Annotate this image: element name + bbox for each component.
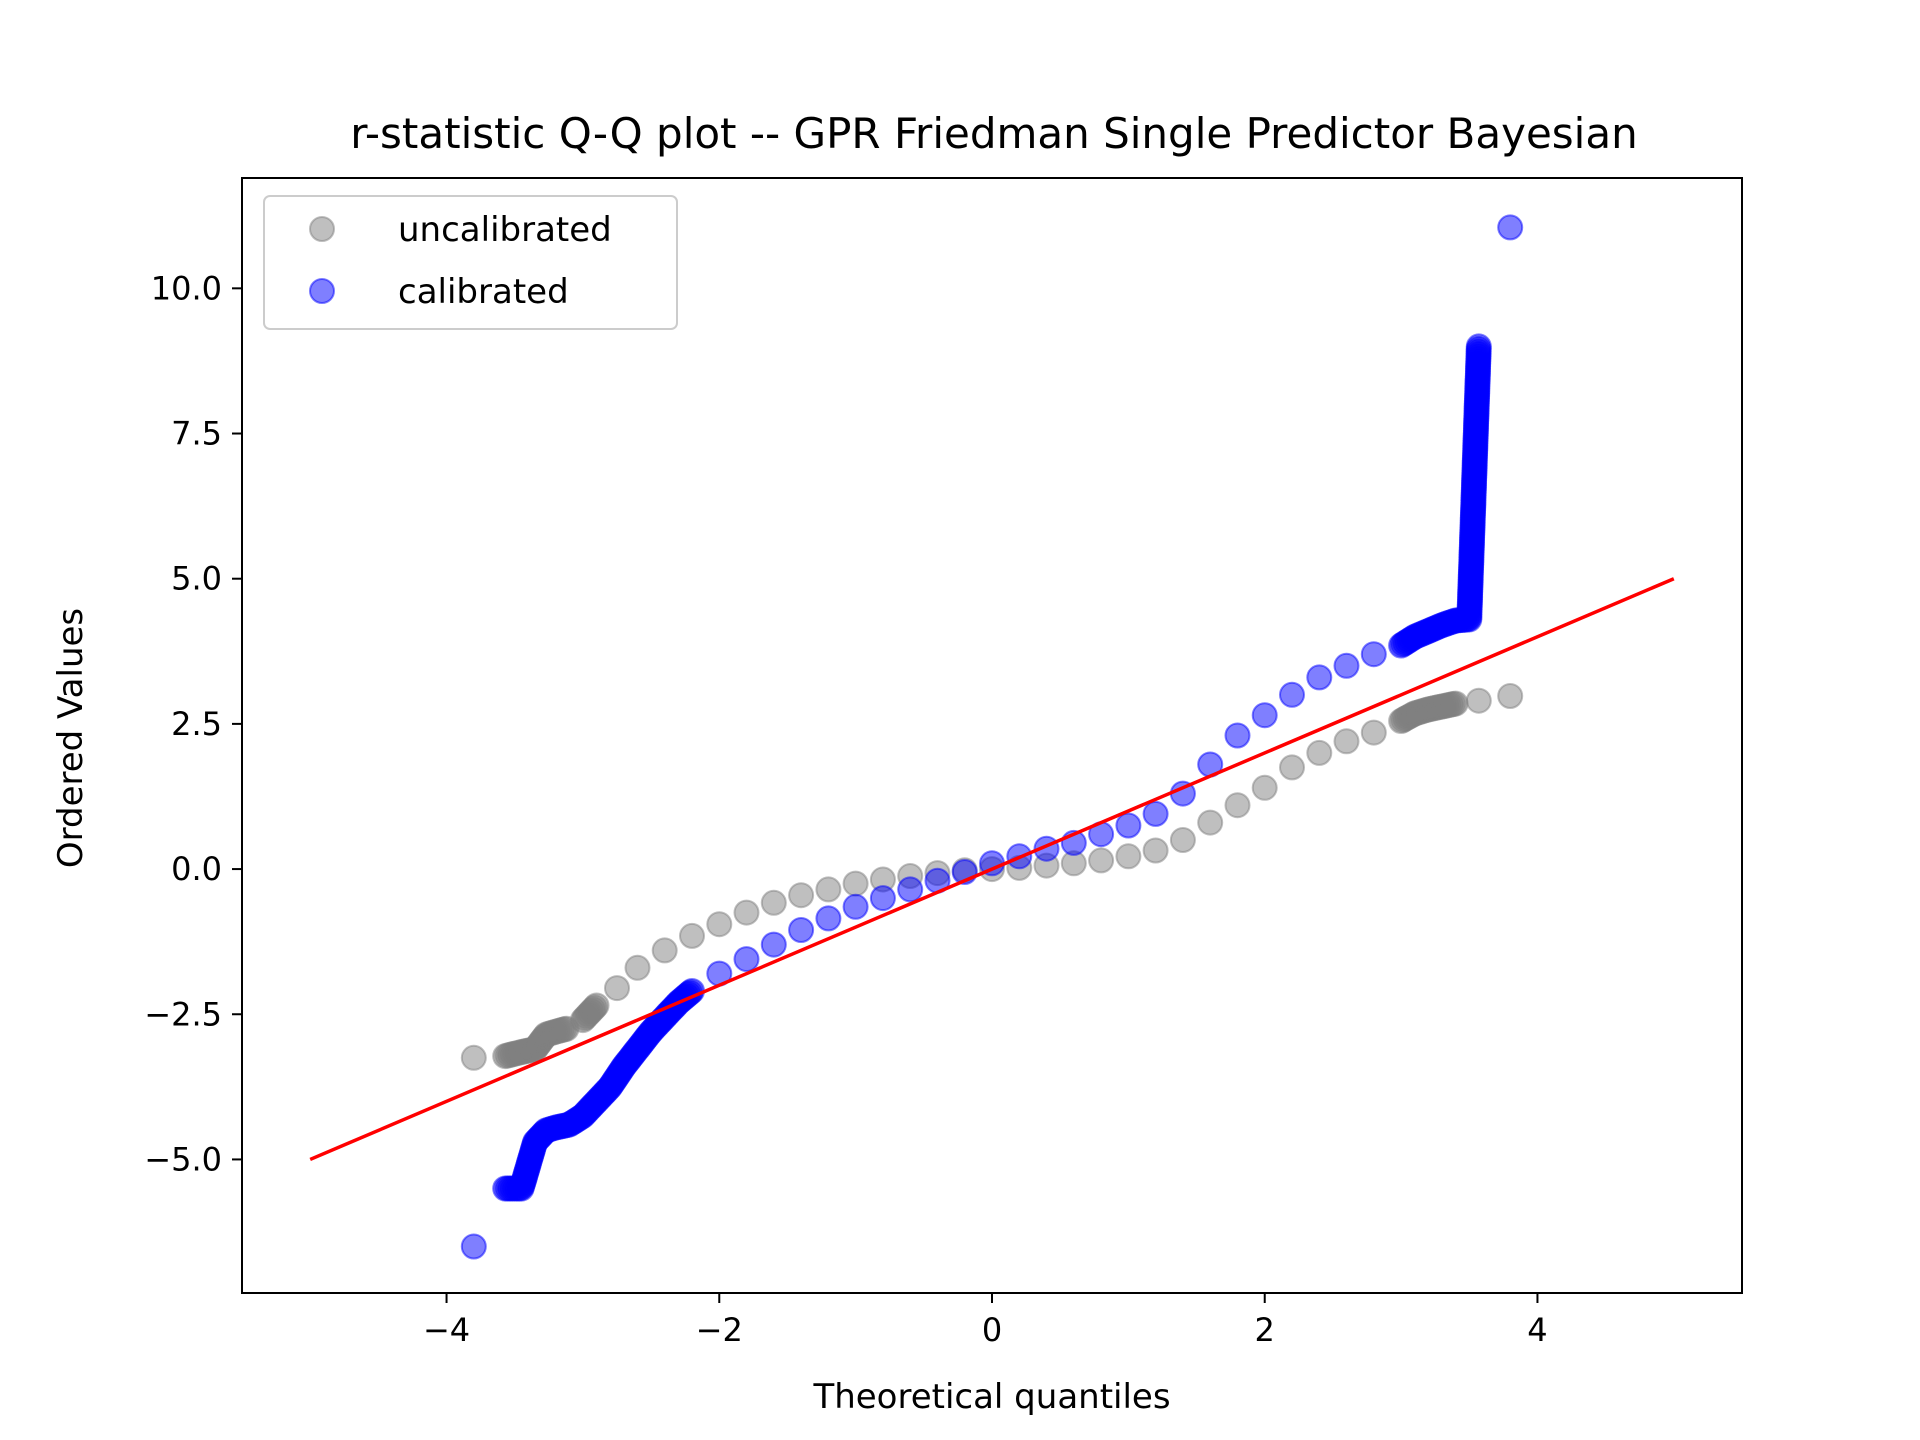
data-point	[1333, 728, 1360, 755]
x-tick-label: −4	[423, 1311, 470, 1349]
y-tick-label: 0.0	[171, 850, 222, 888]
y-tick-label: 2.5	[171, 705, 222, 743]
data-point	[1088, 847, 1115, 874]
data-point	[1465, 333, 1492, 360]
data-point	[815, 876, 842, 903]
legend-label-calibrated: calibrated	[398, 272, 569, 312]
y-tick-label: 7.5	[171, 415, 222, 453]
data-point	[1115, 843, 1142, 870]
data-point	[1360, 719, 1387, 746]
legend-label-uncalibrated: uncalibrated	[398, 210, 612, 250]
plot-area	[309, 214, 1675, 1260]
series-calibrated	[460, 214, 1524, 1260]
plot-frame	[241, 177, 1743, 1294]
data-point	[1465, 687, 1492, 714]
data-point	[624, 954, 651, 981]
data-point	[1142, 800, 1169, 827]
y-tick-label: 5.0	[171, 560, 222, 598]
data-point	[1197, 809, 1224, 836]
data-point	[1442, 690, 1469, 717]
x-axis-label: Theoretical quantiles	[812, 1377, 1170, 1417]
data-point	[1224, 792, 1251, 819]
data-point	[1115, 812, 1142, 839]
data-point	[815, 905, 842, 932]
data-point	[460, 1044, 487, 1071]
data-point	[651, 937, 678, 964]
data-point	[760, 889, 787, 916]
data-point	[733, 946, 760, 973]
data-point	[1306, 664, 1333, 691]
data-point	[1279, 681, 1305, 708]
data-point	[1279, 754, 1305, 781]
data-point	[460, 1233, 487, 1260]
data-point	[788, 917, 815, 943]
data-point	[1360, 641, 1387, 668]
data-point	[583, 992, 610, 1019]
legend-marker-uncalibrated	[309, 216, 335, 242]
data-point	[869, 885, 896, 912]
y-tick-label: −2.5	[144, 995, 222, 1033]
data-point	[842, 870, 869, 897]
data-point	[1224, 722, 1251, 749]
series-uncalibrated	[460, 683, 1524, 1071]
y-tick-label: −5.0	[144, 1140, 222, 1178]
data-point	[1497, 683, 1524, 709]
data-point	[706, 911, 733, 938]
chart-title: r-statistic Q-Q plot -- GPR Friedman Sin…	[350, 109, 1637, 158]
y-axis: −5.0 −2.5 0.0 2.5 5.0 7.5 10.0	[144, 269, 242, 1178]
data-point	[842, 893, 869, 920]
data-point	[897, 876, 924, 903]
x-tick-label: 4	[1527, 1311, 1547, 1349]
data-point	[1142, 837, 1169, 864]
data-point	[1497, 214, 1524, 241]
data-point	[733, 899, 760, 926]
data-point	[760, 931, 787, 958]
x-tick-label: 0	[982, 1311, 1002, 1349]
x-axis: −4 −2 0 2 4	[423, 1293, 1548, 1349]
y-axis-label: Ordered Values	[51, 608, 91, 868]
legend-marker-calibrated	[309, 278, 335, 304]
data-point	[1169, 827, 1196, 853]
data-point	[1251, 774, 1278, 801]
data-point	[1251, 702, 1278, 729]
y-tick-label: 10.0	[151, 269, 222, 307]
data-point	[679, 922, 705, 949]
legend: uncalibrated calibrated	[263, 195, 678, 330]
data-point	[1306, 739, 1333, 766]
x-tick-label: 2	[1255, 1311, 1275, 1349]
data-point	[788, 882, 815, 909]
x-tick-label: −2	[696, 1311, 743, 1349]
data-point	[604, 975, 630, 1002]
legend-box	[263, 195, 678, 330]
reference-line	[309, 577, 1675, 1162]
data-point	[1333, 652, 1360, 679]
